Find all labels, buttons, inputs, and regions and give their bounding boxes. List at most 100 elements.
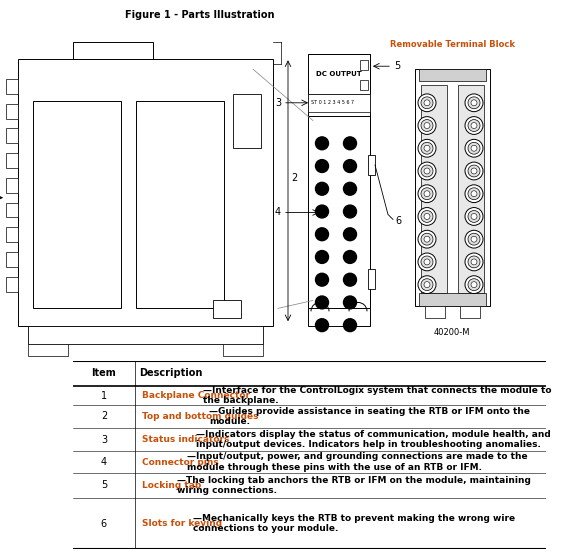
Bar [28,326,263,344]
Circle shape [343,319,356,331]
Bar [6,79,18,94]
Text: 6: 6 [101,518,107,528]
Circle shape [471,123,477,129]
Bar [233,94,261,148]
Bar [6,153,18,168]
Text: 2: 2 [291,173,297,183]
Circle shape [343,296,356,309]
Bar [419,292,486,306]
Circle shape [424,191,430,196]
Circle shape [471,191,477,196]
Circle shape [343,205,356,218]
Bar [33,101,121,309]
Circle shape [465,276,483,294]
Circle shape [343,228,356,241]
Circle shape [421,142,433,154]
Circle shape [468,119,480,132]
Circle shape [315,296,328,309]
Circle shape [424,145,430,151]
Text: —Input/output, power, and grounding connections are made to the module through t: —Input/output, power, and grounding conn… [187,452,528,472]
Text: 4: 4 [275,208,281,218]
Text: Connector pins: Connector pins [142,458,218,467]
Bar [415,69,490,306]
Bar [73,42,153,59]
Text: DC OUTPUT: DC OUTPUT [316,71,362,77]
Bar [460,306,480,318]
Bar [308,54,370,94]
Bar [213,300,241,318]
Circle shape [465,208,483,225]
Circle shape [468,210,480,223]
Text: 6: 6 [395,216,401,226]
Circle shape [424,259,430,265]
Circle shape [343,160,356,173]
Circle shape [421,165,433,177]
Bar [308,54,370,326]
Circle shape [468,142,480,154]
Bar [419,69,486,81]
Circle shape [468,233,480,245]
Circle shape [468,97,480,109]
Circle shape [418,139,436,157]
Circle shape [424,123,430,129]
Circle shape [418,162,436,180]
Bar [421,85,447,292]
Circle shape [465,94,483,112]
Circle shape [471,236,477,242]
Text: 4: 4 [101,457,107,467]
Circle shape [315,160,328,173]
Circle shape [465,230,483,248]
Circle shape [424,236,430,242]
Circle shape [471,282,477,287]
Circle shape [471,259,477,265]
Circle shape [315,273,328,286]
Circle shape [418,276,436,294]
Text: 40200-M: 40200-M [434,328,470,337]
Bar [6,129,18,143]
Text: Top and bottom guides: Top and bottom guides [142,412,258,421]
Text: ST 0 1 2 3 4 5 6 7: ST 0 1 2 3 4 5 6 7 [311,100,354,105]
Circle shape [315,319,328,331]
Circle shape [468,279,480,291]
Circle shape [421,256,433,268]
Text: —Mechanically keys the RTB to prevent making the wrong wire connections to your : —Mechanically keys the RTB to prevent ma… [193,514,515,533]
Bar [28,344,68,356]
Text: 5: 5 [394,61,400,71]
Bar [223,344,263,356]
Bar [6,203,18,218]
Bar [136,101,224,309]
Circle shape [418,230,436,248]
Text: Backplane Connector: Backplane Connector [142,391,250,400]
Text: 2: 2 [101,411,107,421]
Circle shape [468,256,480,268]
Text: 5: 5 [101,480,107,490]
Circle shape [424,168,430,174]
Circle shape [315,137,328,150]
Circle shape [421,279,433,291]
Circle shape [418,117,436,134]
Text: —Indicators display the status of communication, module health, and input/output: —Indicators display the status of commun… [196,430,551,449]
Text: Description: Description [140,369,203,379]
Text: —Guides provide assistance in seating the RTB or IFM onto the module.: —Guides provide assistance in seating th… [209,407,530,426]
Bar [6,178,18,193]
Circle shape [465,253,483,271]
Bar [6,277,18,291]
Text: Locking tab: Locking tab [142,481,201,490]
Circle shape [465,139,483,157]
Text: —Interface for the ControlLogix system that connects the module to the backplane: —Interface for the ControlLogix system t… [203,386,551,405]
Text: 1: 1 [101,391,107,401]
Text: Removable Terminal Block: Removable Terminal Block [390,41,515,49]
Circle shape [465,117,483,134]
Bar [6,104,18,119]
Circle shape [421,233,433,245]
Circle shape [421,210,433,223]
Circle shape [421,119,433,132]
Circle shape [315,250,328,264]
Circle shape [471,100,477,106]
Bar [6,228,18,242]
Text: 3: 3 [101,435,107,445]
Circle shape [421,97,433,109]
Circle shape [468,165,480,177]
Text: Slots for keying: Slots for keying [142,519,222,528]
Circle shape [424,100,430,106]
